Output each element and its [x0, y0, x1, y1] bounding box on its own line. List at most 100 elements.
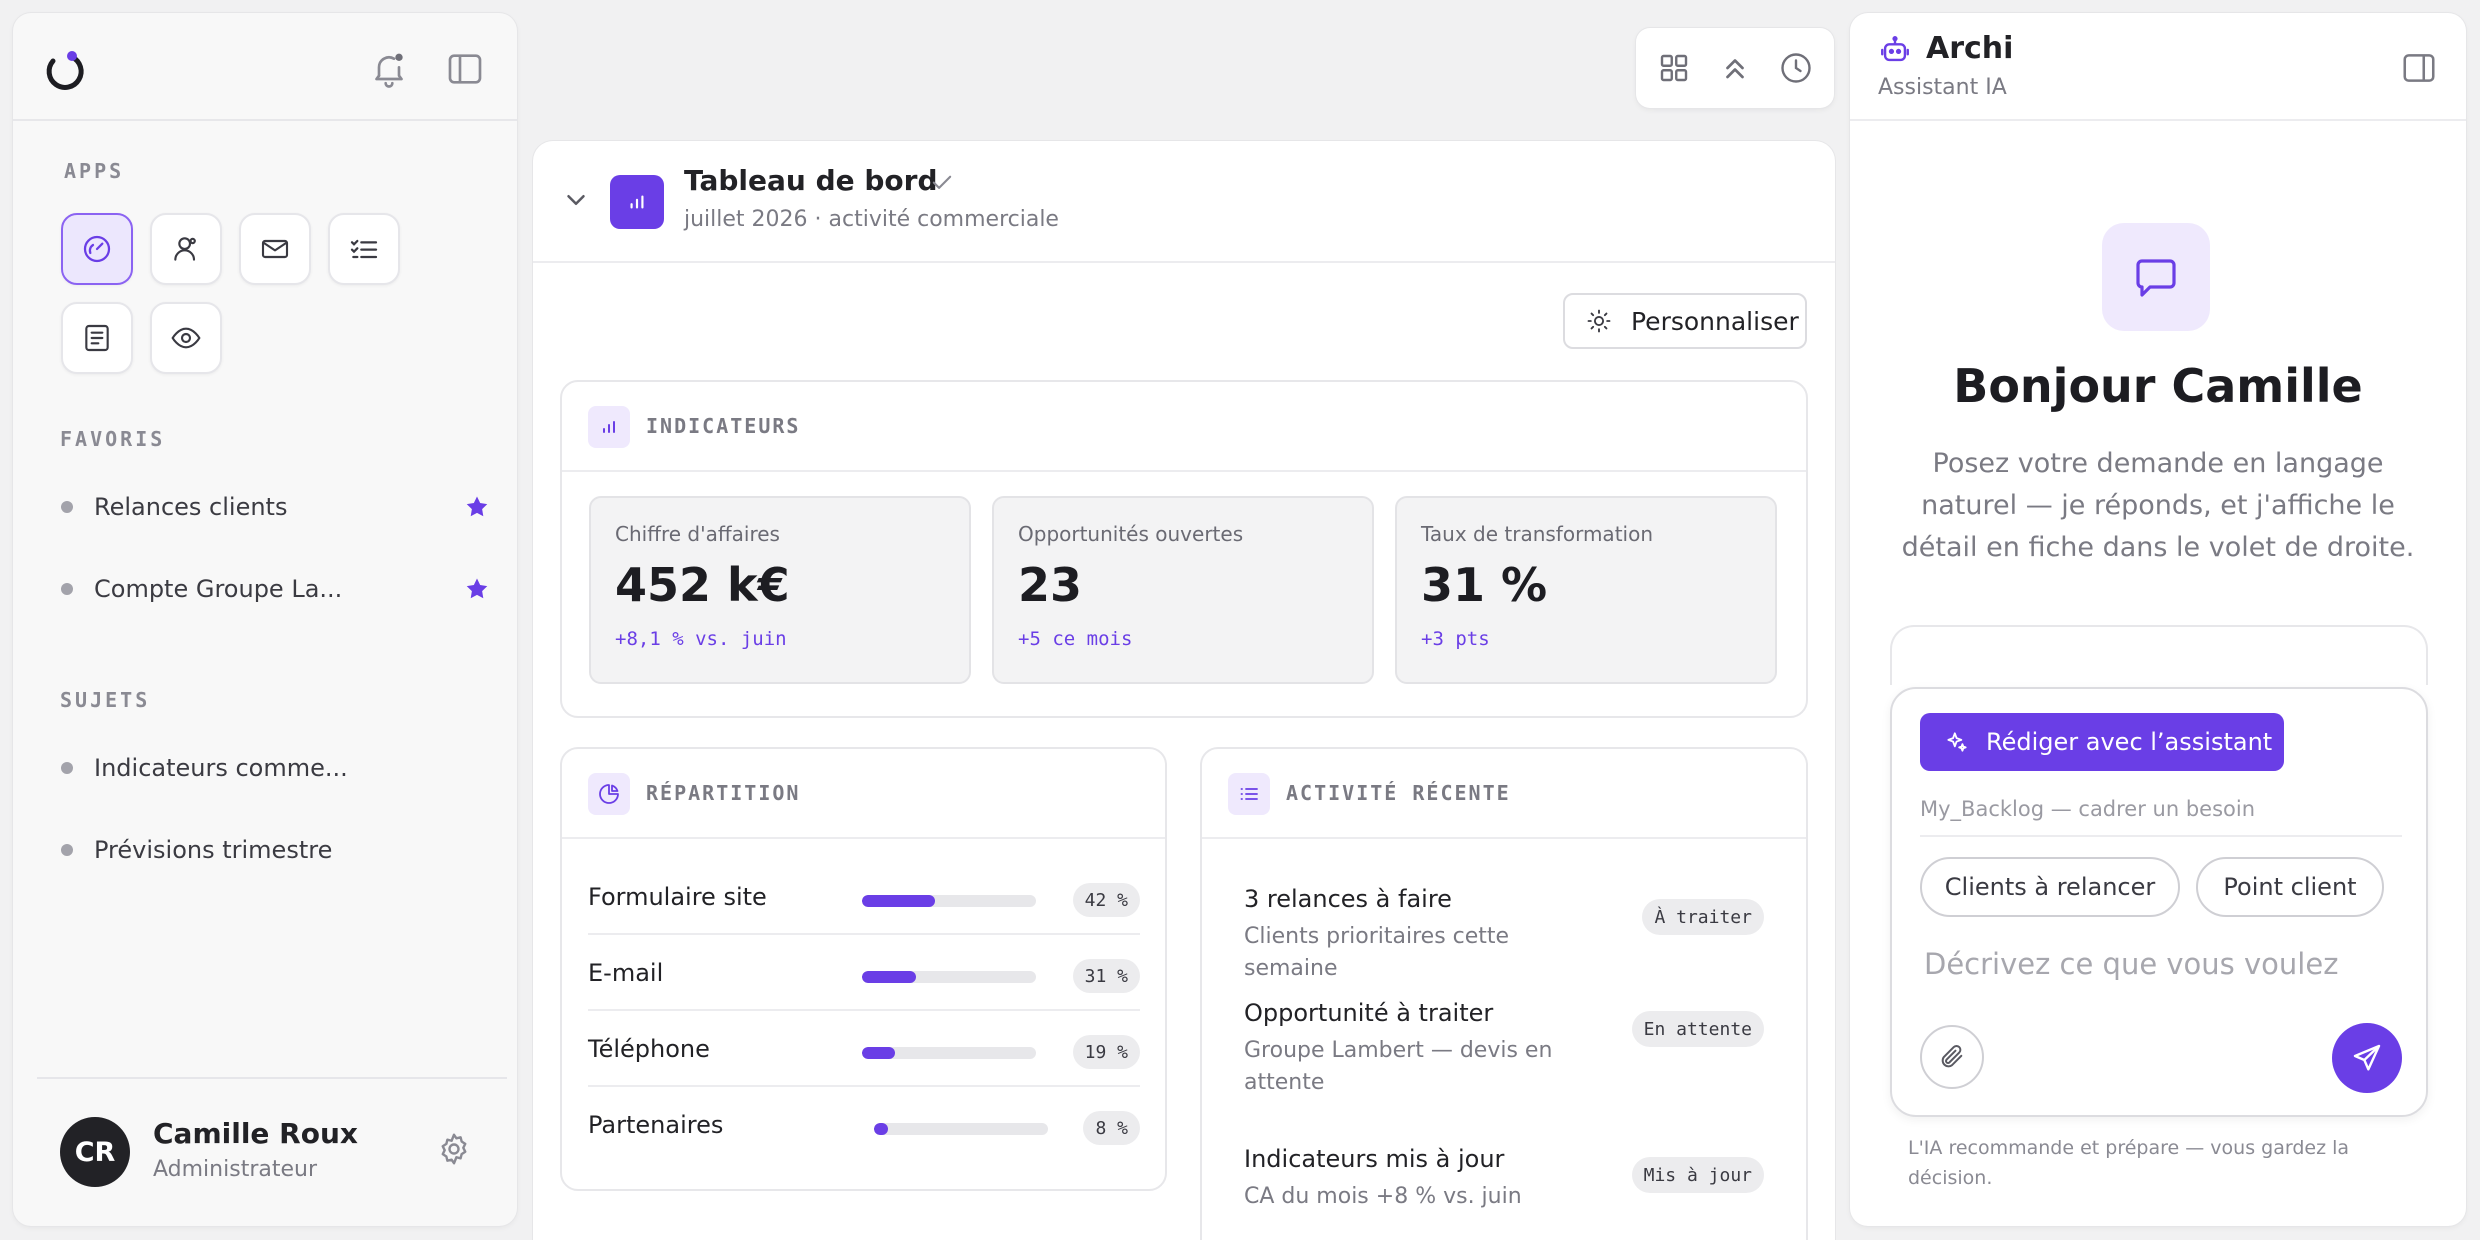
draft-label: Rédiger avec l’assistant: [1986, 728, 2273, 756]
customize-button[interactable]: Personnaliser: [1563, 293, 1807, 349]
activity-item[interactable]: Indicateurs mis à jour CA du mois +8 % v…: [1244, 1145, 1764, 1213]
progress-bar: [874, 1123, 1048, 1135]
kpi-card[interactable]: Chiffre d'affaires 452 k€ +8,1 % vs. jui…: [589, 496, 971, 684]
panel-toggle-icon[interactable]: [2400, 49, 2438, 87]
star-icon[interactable]: [463, 575, 491, 603]
mail-icon: [261, 239, 289, 259]
bullet-dot: [61, 501, 73, 513]
favorite-item-compte[interactable]: Compte Groupe La...: [61, 569, 491, 609]
sidebar-toggle-icon[interactable]: [445, 49, 485, 89]
app-contacts[interactable]: [150, 213, 222, 285]
app-tasks[interactable]: [328, 213, 400, 285]
gear-icon[interactable]: [436, 1131, 472, 1167]
assistant-header: Archi Assistant IA: [1850, 13, 2466, 121]
activity-title: ACTIVITÉ RÉCENTE: [1286, 781, 1511, 805]
sidebar: APPS FAVORIS Relances clients Compte Gro…: [13, 13, 517, 1226]
apps-section-label: APPS: [64, 159, 125, 183]
paperclip-icon: [1941, 1044, 1963, 1068]
divider: [1920, 835, 2402, 837]
bell-icon[interactable]: [369, 49, 409, 89]
bullet-dot: [61, 762, 73, 774]
indicators-header: INDICATEURS: [562, 382, 1806, 472]
breakdown-label: E-mail: [588, 959, 664, 987]
kpi-value: 31 %: [1421, 558, 1548, 612]
user-icon: [174, 237, 196, 261]
gauge-icon: [83, 235, 111, 263]
subject-item-previsions[interactable]: Prévisions trimestre: [61, 830, 491, 870]
kpi-card[interactable]: Taux de transformation 31 % +3 pts: [1395, 496, 1777, 684]
backlog-context[interactable]: My_Backlog — cadrer un besoin: [1920, 797, 2256, 821]
attach-button[interactable]: [1920, 1025, 1984, 1089]
percent-badge: 31 %: [1072, 959, 1140, 993]
history-icon[interactable]: [1778, 50, 1814, 86]
prompt-input[interactable]: Décrivez ce que vous voulez: [1924, 947, 2339, 981]
chart-bars-icon: [610, 175, 664, 229]
breakdown-title: RÉPARTITION: [646, 781, 801, 805]
favorites-section-label: FAVORIS: [60, 427, 166, 451]
kpi-label: Taux de transformation: [1421, 522, 1654, 546]
subject-label: Indicateurs comme...: [94, 754, 348, 782]
pie-chart-icon: [588, 773, 630, 815]
subjects-section-label: SUJETS: [60, 688, 151, 712]
dashboard-header: Tableau de bord juillet 2026 · activité …: [533, 141, 1835, 263]
app-watch[interactable]: [150, 302, 222, 374]
breakdown-row: Formulaire site 42 %: [588, 861, 1140, 935]
percent-badge: 19 %: [1072, 1035, 1140, 1069]
kpi-card[interactable]: Opportunités ouvertes 23 +5 ce mois: [992, 496, 1374, 684]
activity-panel: ACTIVITÉ RÉCENTE 3 relances à faire Clie…: [1200, 747, 1808, 1240]
top-toolbar: [1636, 28, 1834, 108]
status-badge: Mis à jour: [1631, 1157, 1764, 1193]
favorite-label: Relances clients: [94, 493, 288, 521]
kpi-delta: +5 ce mois: [1018, 628, 1133, 650]
suggestion-chip[interactable]: Point client: [2196, 857, 2384, 917]
ai-disclaimer: L'IA recommande et prépare — vous gardez…: [1908, 1137, 2349, 1189]
star-icon[interactable]: [463, 493, 491, 521]
bullet-dot: [61, 583, 73, 595]
send-button[interactable]: [2332, 1023, 2402, 1093]
activity-item[interactable]: 3 relances à faire Clients prioritaires …: [1244, 885, 1764, 985]
indicators-panel: INDICATEURS Chiffre d'affaires 452 k€ +8…: [560, 380, 1808, 718]
progress-fill: [862, 1047, 896, 1059]
breakdown-panel: RÉPARTITION Formulaire site 42 % E-mail …: [560, 747, 1167, 1191]
draft-with-assistant-button[interactable]: Rédiger avec l’assistant: [1920, 713, 2284, 771]
kpi-value: 452 k€: [615, 558, 790, 612]
app-mail[interactable]: [239, 213, 311, 285]
progress-bar: [862, 971, 1036, 983]
status-badge: En attente: [1631, 1011, 1764, 1047]
kpi-label: Chiffre d'affaires: [615, 522, 780, 546]
app-logo[interactable]: [41, 47, 89, 95]
breakdown-row: Téléphone 19 %: [588, 1013, 1140, 1087]
activity-header: ACTIVITÉ RÉCENTE: [1202, 749, 1806, 839]
chevron-down-icon[interactable]: [561, 185, 591, 215]
assistant-role: Assistant IA: [1878, 75, 2007, 100]
app-notes[interactable]: [61, 302, 133, 374]
subject-label: Prévisions trimestre: [94, 836, 333, 864]
stacked-card-edge: [1890, 625, 2428, 685]
chat-bubble-icon: [2102, 223, 2210, 331]
sidebar-header: [13, 13, 517, 121]
indicators-title: INDICATEURS: [646, 414, 801, 438]
send-icon: [2353, 1044, 2381, 1071]
activity-item[interactable]: Opportunité à traiter Groupe Lambert — d…: [1244, 999, 1764, 1099]
activity-item-title: Indicateurs mis à jour: [1244, 1145, 1505, 1173]
breakdown-header: RÉPARTITION: [562, 749, 1165, 839]
sparkles-icon: [1947, 732, 1967, 752]
activity-item-subtitle: Groupe Lambert — devis en attente: [1244, 1038, 1553, 1095]
favorite-label: Compte Groupe La...: [94, 575, 343, 603]
eye-icon: [171, 327, 201, 349]
favorite-item-relances[interactable]: Relances clients: [61, 487, 491, 527]
app-dashboard[interactable]: [61, 213, 133, 285]
greeting-text: Posez votre demande en langage naturel —…: [1901, 448, 2415, 563]
subject-item-indicateurs[interactable]: Indicateurs comme...: [61, 748, 491, 788]
check-icon: [932, 175, 952, 189]
sidebar-footer: [37, 1077, 507, 1226]
collapse-icon[interactable]: [1717, 50, 1753, 86]
kpi-delta: +3 pts: [1421, 628, 1490, 650]
suggestion-chip[interactable]: Clients à relancer: [1920, 857, 2180, 917]
user-name: Camille Roux: [153, 1117, 358, 1150]
status-badge: À traiter: [1642, 899, 1764, 935]
avatar[interactable]: CR: [60, 1117, 130, 1187]
breakdown-label: Téléphone: [588, 1035, 710, 1063]
grid-icon[interactable]: [1656, 50, 1692, 86]
percent-badge: 42 %: [1072, 883, 1140, 917]
